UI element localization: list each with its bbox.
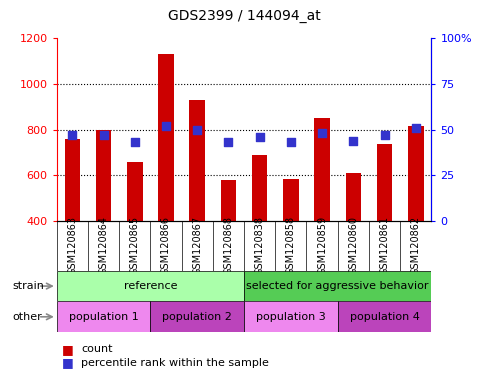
Bar	[96, 130, 111, 221]
Bar	[408, 126, 423, 221]
Bar	[189, 100, 205, 221]
Text: GSM120862: GSM120862	[411, 216, 421, 275]
Text: GDS2399 / 144094_at: GDS2399 / 144094_at	[168, 9, 320, 23]
Point	[193, 127, 201, 133]
Text: GSM120859: GSM120859	[317, 216, 327, 275]
Point	[69, 132, 76, 138]
Bar	[221, 180, 236, 221]
Bar	[127, 162, 142, 221]
Bar	[377, 144, 392, 221]
Point	[381, 132, 388, 138]
Point	[224, 139, 232, 146]
Bar	[244, 271, 431, 301]
Point	[256, 134, 264, 140]
Text: GSM120863: GSM120863	[68, 216, 77, 275]
Text: population 3: population 3	[256, 312, 326, 322]
Bar	[244, 301, 338, 332]
Point	[100, 132, 107, 138]
Text: GSM120858: GSM120858	[286, 216, 296, 275]
Bar	[57, 271, 244, 301]
Bar	[283, 179, 299, 221]
Point	[318, 130, 326, 136]
Text: GSM120866: GSM120866	[161, 216, 171, 275]
Bar	[150, 301, 244, 332]
Point	[412, 125, 420, 131]
Text: GSM120864: GSM120864	[99, 216, 108, 275]
Bar	[338, 301, 431, 332]
Text: reference: reference	[124, 281, 177, 291]
Text: GSM120865: GSM120865	[130, 216, 140, 275]
Text: population 2: population 2	[162, 312, 232, 322]
Text: selected for aggressive behavior: selected for aggressive behavior	[246, 281, 429, 291]
Point	[287, 139, 295, 146]
Text: population 1: population 1	[69, 312, 139, 322]
Bar	[346, 173, 361, 221]
Point	[350, 137, 357, 144]
Bar	[315, 118, 330, 221]
Text: GSM120838: GSM120838	[255, 216, 265, 275]
Point	[131, 139, 139, 146]
Text: GSM120860: GSM120860	[349, 216, 358, 275]
Text: other: other	[12, 312, 42, 322]
Point	[162, 123, 170, 129]
Bar	[252, 155, 267, 221]
Text: ■: ■	[62, 356, 73, 369]
Text: strain: strain	[12, 281, 44, 291]
Text: percentile rank within the sample: percentile rank within the sample	[81, 358, 269, 368]
Bar	[65, 139, 80, 221]
Text: GSM120868: GSM120868	[223, 216, 233, 275]
Text: GSM120867: GSM120867	[192, 216, 202, 275]
Text: GSM120861: GSM120861	[380, 216, 389, 275]
Text: population 4: population 4	[350, 312, 420, 322]
Text: ■: ■	[62, 343, 73, 356]
Text: count: count	[81, 344, 113, 354]
Bar	[57, 301, 150, 332]
Bar	[158, 55, 174, 221]
